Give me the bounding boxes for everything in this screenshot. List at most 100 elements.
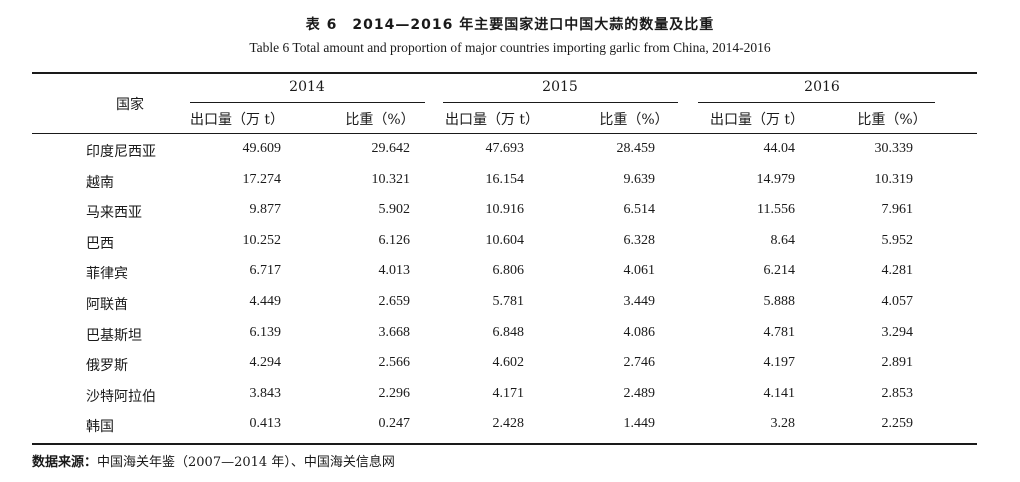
- top-rule: [32, 72, 977, 74]
- header-year-2014: 2014: [289, 79, 325, 95]
- qty-cell: 6.848: [492, 324, 525, 340]
- qty-cell: 6.139: [249, 324, 282, 340]
- country-name: 阿联酋: [86, 296, 128, 313]
- qty-cell: 10.604: [485, 232, 525, 248]
- table-row: 巴西 10.252 6.126 10.604 6.328 8.64 5.952: [0, 229, 1020, 260]
- year-rule-2015: [443, 102, 678, 103]
- share-cell: 0.247: [378, 416, 411, 432]
- country-name: 马来西亚: [86, 205, 142, 222]
- qty-cell: 8.64: [770, 232, 796, 248]
- share-cell: 1.449: [623, 416, 656, 432]
- qty-cell: 9.877: [249, 202, 282, 218]
- qty-cell: 2.428: [492, 416, 525, 432]
- share-cell: 9.639: [623, 171, 656, 187]
- table-row: 巴基斯坦 6.139 3.668 6.848 4.086 4.781 3.294: [0, 321, 1020, 352]
- header-share-2014: 比重（%）: [345, 112, 415, 128]
- table-row: 阿联酋 4.449 2.659 5.781 3.449 5.888 4.057: [0, 290, 1020, 321]
- table-row: 俄罗斯 4.294 2.566 4.602 2.746 4.197 2.891: [0, 351, 1020, 382]
- qty-cell: 6.717: [249, 263, 282, 279]
- source-text: 中国海关年鉴（2007—2014 年）、中国海关信息网: [97, 455, 395, 470]
- share-cell: 29.642: [371, 141, 411, 156]
- qty-cell: 6.806: [492, 263, 525, 279]
- share-cell: 6.126: [378, 232, 411, 248]
- table-row: 沙特阿拉伯 3.843 2.296 4.171 2.489 4.141 2.853: [0, 382, 1020, 413]
- qty-cell: 4.141: [763, 385, 796, 401]
- header-country: 国家: [116, 97, 144, 113]
- country-name: 印度尼西亚: [86, 144, 156, 160]
- qty-cell: 0.413: [249, 416, 282, 432]
- share-cell: 10.319: [874, 171, 914, 187]
- qty-cell: 4.197: [763, 355, 796, 371]
- country-name: 沙特阿拉伯: [86, 388, 156, 405]
- year-rule-2014: [190, 102, 425, 103]
- qty-cell: 4.449: [249, 293, 282, 309]
- qty-cell: 4.294: [249, 355, 282, 371]
- country-name: 越南: [86, 174, 114, 191]
- qty-cell: 3.28: [770, 416, 796, 432]
- header-qty-2015: 出口量（万 t）: [444, 112, 540, 128]
- qty-cell: 4.602: [492, 355, 525, 371]
- data-source-note: 数据来源：中国海关年鉴（2007—2014 年）、中国海关信息网: [32, 451, 395, 470]
- table-row: 马来西亚 9.877 5.902 10.916 6.514 11.556 7.961: [0, 198, 1020, 229]
- qty-cell: 17.274: [242, 171, 282, 187]
- share-cell: 30.339: [874, 141, 914, 156]
- share-cell: 4.281: [881, 263, 914, 279]
- qty-cell: 4.171: [492, 385, 525, 401]
- table-title-english: Table 6 Total amount and proportion of m…: [249, 40, 771, 55]
- share-cell: 2.891: [881, 355, 914, 371]
- qty-cell: 5.781: [492, 293, 525, 309]
- share-cell: 4.061: [623, 263, 656, 279]
- share-cell: 3.294: [881, 324, 914, 340]
- header-share-2015: 比重（%）: [599, 112, 669, 128]
- share-cell: 2.659: [378, 293, 411, 309]
- share-cell: 2.853: [881, 385, 914, 401]
- country-name: 菲律宾: [86, 266, 128, 283]
- country-name: 巴基斯坦: [86, 327, 142, 344]
- share-cell: 5.902: [378, 202, 411, 218]
- share-cell: 3.449: [623, 293, 656, 309]
- source-label: 数据来源：: [32, 455, 98, 470]
- table-title-chinese: 表 6 2014—2016 年主要国家进口中国大蒜的数量及比重: [305, 17, 715, 33]
- qty-cell: 11.556: [757, 202, 795, 218]
- year-rule-2016: [698, 102, 935, 103]
- table-row: 越南 17.274 10.321 16.154 9.639 14.979 10.319: [0, 168, 1020, 199]
- share-cell: 2.259: [881, 416, 914, 432]
- table-body: 印度尼西亚 49.609 29.642 47.693 28.459 44.04 30.339…: [0, 137, 1020, 443]
- share-cell: 2.489: [623, 385, 656, 401]
- share-cell: 6.328: [623, 232, 656, 248]
- header-rule: [32, 133, 977, 134]
- country-name: 俄罗斯: [86, 358, 128, 375]
- qty-cell: 3.843: [249, 385, 282, 401]
- header-qty-2016: 出口量（万 t）: [709, 112, 805, 128]
- country-name: 巴西: [86, 235, 114, 252]
- qty-cell: 49.609: [242, 141, 282, 156]
- country-name: 韩国: [86, 419, 114, 436]
- table-row: 印度尼西亚 49.609 29.642 47.693 28.459 44.04 30.339: [0, 137, 1020, 168]
- share-cell: 2.746: [623, 355, 656, 371]
- qty-cell: 6.214: [763, 263, 796, 279]
- qty-cell: 14.979: [756, 171, 796, 187]
- header-qty-2014: 出口量（万 t）: [189, 112, 285, 128]
- share-cell: 3.668: [378, 324, 411, 340]
- table-row: 菲律宾 6.717 4.013 6.806 4.061 6.214 4.281: [0, 259, 1020, 290]
- share-cell: 5.952: [881, 232, 914, 248]
- qty-cell: 44.04: [763, 141, 796, 156]
- header-share-2016: 比重（%）: [857, 112, 927, 128]
- qty-cell: 10.252: [242, 232, 282, 248]
- qty-cell: 16.154: [485, 171, 525, 187]
- share-cell: 4.013: [378, 263, 411, 279]
- share-cell: 28.459: [616, 141, 656, 156]
- share-cell: 2.566: [378, 355, 411, 371]
- share-cell: 4.086: [623, 324, 656, 340]
- header-year-2016: 2016: [804, 79, 840, 95]
- share-cell: 10.321: [371, 171, 411, 187]
- share-cell: 7.961: [881, 202, 914, 218]
- qty-cell: 5.888: [763, 293, 796, 309]
- qty-cell: 10.916: [485, 202, 525, 218]
- table-row: 韩国 0.413 0.247 2.428 1.449 3.28 2.259: [0, 412, 1020, 443]
- share-cell: 6.514: [623, 202, 656, 218]
- share-cell: 4.057: [881, 293, 914, 309]
- qty-cell: 4.781: [763, 324, 796, 340]
- header-year-2015: 2015: [542, 79, 578, 95]
- qty-cell: 47.693: [485, 141, 525, 156]
